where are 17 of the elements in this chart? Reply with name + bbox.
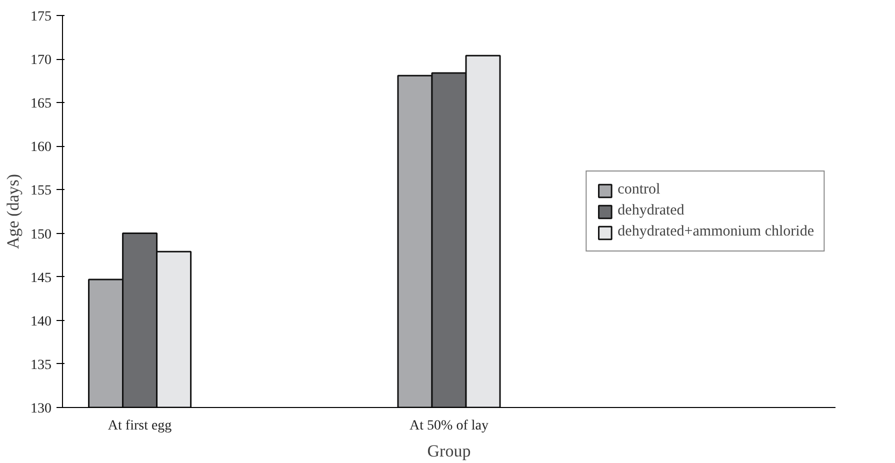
legend-label: control [618, 182, 660, 198]
legend-label: dehydrated+ammonium chloride [618, 224, 814, 240]
y-tick-label: 145 [30, 270, 52, 286]
y-tick-label: 135 [30, 358, 52, 373]
y-tick-label: 155 [30, 184, 52, 199]
x-tick-label: At 50% of lay [410, 418, 488, 434]
y-tick-label: 140 [30, 314, 52, 330]
x-tick-label: At first egg [108, 418, 172, 434]
legend-label: dehydrated [618, 202, 684, 220]
y-tick-label: 160 [30, 140, 52, 156]
y-axis-title: Age (days) [4, 174, 22, 250]
y-tick-label: 175 [30, 10, 52, 24]
y-tick-label: 150 [30, 227, 52, 242]
y-tick-label: 165 [30, 96, 52, 112]
y-tick-label: 170 [30, 53, 52, 68]
y-tick-label: 130 [30, 402, 52, 416]
x-axis-title: Group [427, 442, 471, 460]
